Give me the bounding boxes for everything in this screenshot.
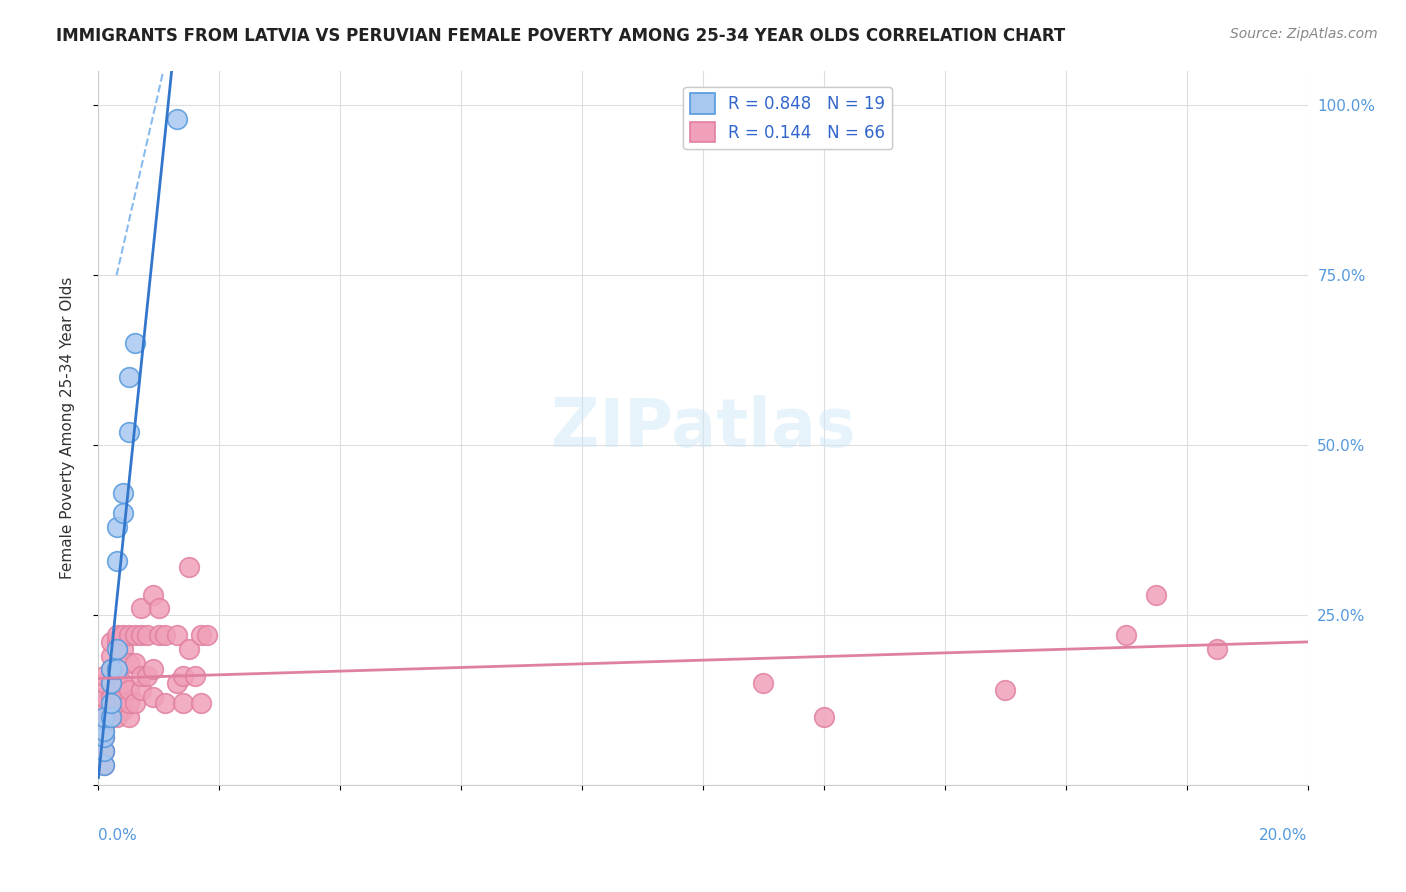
Point (93, 731, 115, 745)
Point (148, 601, 170, 615)
Point (93, 690, 115, 704)
Point (100, 648, 122, 663)
Point (105, 710, 128, 724)
Point (148, 628, 170, 642)
Y-axis label: Female Poverty Among 25-34 Year Olds: Female Poverty Among 25-34 Year Olds (60, 277, 75, 579)
Point (100, 710, 122, 724)
Point (100, 662, 122, 676)
Point (105, 669, 128, 683)
Point (118, 370, 141, 384)
Point (129, 669, 152, 683)
Point (105, 697, 128, 711)
Point (135, 628, 157, 642)
Point (153, 697, 176, 711)
Point (142, 662, 165, 676)
Point (124, 656, 146, 670)
Point (190, 628, 212, 642)
Text: 0.0%: 0.0% (98, 828, 138, 843)
Point (93, 703, 115, 717)
Point (1206, 642, 1229, 657)
Point (93, 744, 115, 758)
Point (105, 554, 128, 568)
Point (994, 682, 1017, 697)
Legend: R = 0.848   N = 19, R = 0.144   N = 66: R = 0.848 N = 19, R = 0.144 N = 66 (683, 87, 891, 149)
Point (195, 628, 218, 642)
Point (100, 697, 122, 711)
Point (93, 757, 115, 772)
Point (135, 669, 157, 683)
Point (111, 642, 134, 657)
Point (166, 628, 188, 642)
Point (100, 710, 122, 724)
Point (124, 697, 146, 711)
Point (124, 336, 146, 351)
Point (118, 710, 141, 724)
Point (129, 682, 152, 697)
Point (184, 669, 207, 683)
Point (111, 703, 134, 717)
Point (190, 697, 212, 711)
Point (153, 628, 176, 642)
Point (118, 682, 141, 697)
Point (172, 697, 194, 711)
Point (129, 628, 152, 642)
Point (105, 635, 128, 649)
Point (100, 662, 122, 676)
Point (93, 723, 115, 738)
Point (105, 628, 128, 642)
Point (105, 682, 128, 697)
Point (93, 710, 115, 724)
Point (752, 676, 775, 690)
Point (118, 628, 141, 642)
Point (105, 662, 128, 676)
Text: IMMIGRANTS FROM LATVIA VS PERUVIAN FEMALE POVERTY AMONG 25-34 YEAR OLDS CORRELAT: IMMIGRANTS FROM LATVIA VS PERUVIAN FEMAL… (56, 27, 1066, 45)
Point (111, 506, 134, 520)
Point (93, 757, 115, 772)
Point (179, 642, 201, 657)
Point (93, 744, 115, 758)
Point (93, 710, 115, 724)
Point (100, 676, 122, 690)
Point (172, 669, 194, 683)
Point (105, 519, 128, 533)
Point (166, 112, 188, 126)
Point (142, 690, 165, 704)
Point (124, 628, 146, 642)
Point (111, 690, 134, 704)
Point (1115, 628, 1137, 642)
Point (93, 731, 115, 745)
Text: Source: ZipAtlas.com: Source: ZipAtlas.com (1230, 27, 1378, 41)
Point (813, 710, 835, 724)
Point (93, 676, 115, 690)
Point (129, 601, 152, 615)
Text: ZIPatlas: ZIPatlas (551, 395, 855, 461)
Point (118, 656, 141, 670)
Point (100, 635, 122, 649)
Point (111, 485, 134, 500)
Point (100, 690, 122, 704)
Point (142, 588, 165, 602)
Point (111, 628, 134, 642)
Point (93, 723, 115, 738)
Point (111, 676, 134, 690)
Point (118, 425, 141, 439)
Point (179, 560, 201, 574)
Point (100, 703, 122, 717)
Text: 20.0%: 20.0% (1260, 828, 1308, 843)
Point (105, 642, 128, 657)
Point (100, 676, 122, 690)
Point (93, 744, 115, 758)
Point (93, 697, 115, 711)
Point (118, 697, 141, 711)
Point (166, 676, 188, 690)
Point (93, 669, 115, 683)
Point (1144, 588, 1167, 602)
